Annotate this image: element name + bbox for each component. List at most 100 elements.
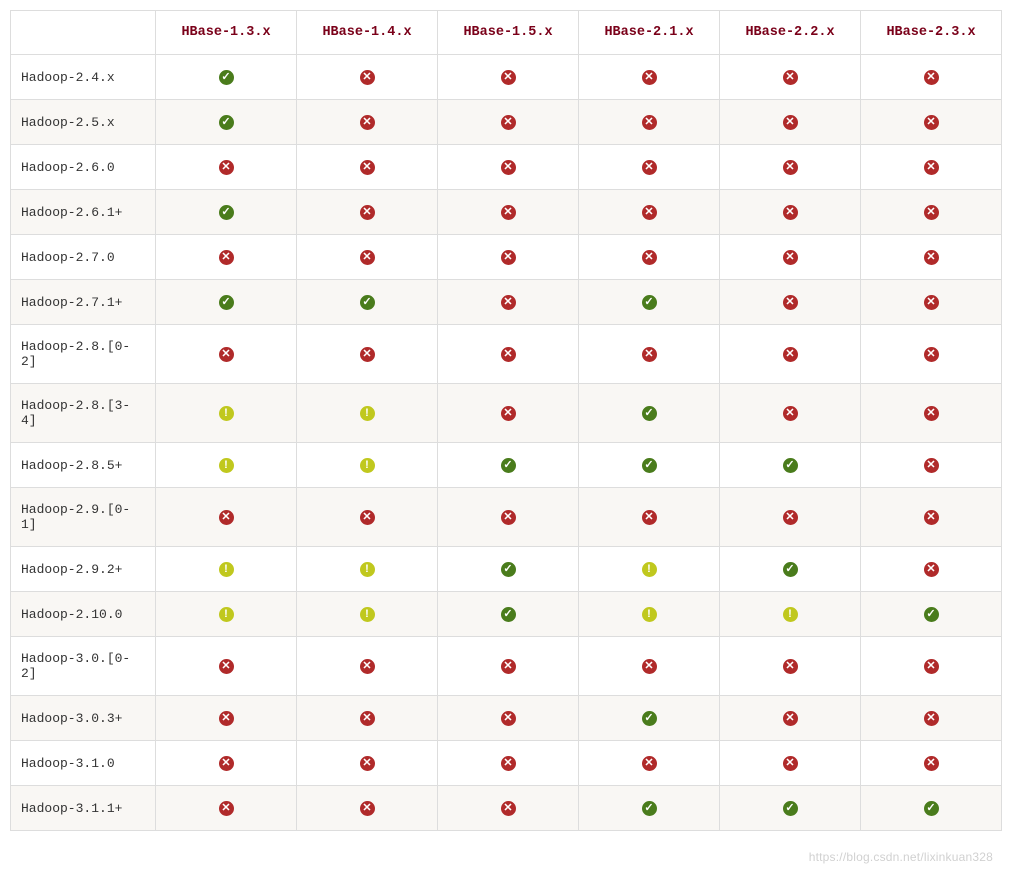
cross-icon: ✕ [501,115,516,130]
cross-icon: ✕ [924,70,939,85]
matrix-cell: ✕ [861,488,1002,547]
matrix-cell: ✕ [861,145,1002,190]
row-label: Hadoop-2.6.0 [11,145,156,190]
table-row: Hadoop-2.10.0!!✓!!✓ [11,592,1002,637]
matrix-cell: ! [156,443,297,488]
cross-icon: ✕ [783,205,798,220]
matrix-cell: ✕ [438,55,579,100]
table-row: Hadoop-3.1.1+✕✕✕✓✓✓ [11,786,1002,831]
cross-icon: ✕ [642,205,657,220]
matrix-cell: ✓ [156,280,297,325]
matrix-cell: ✕ [861,280,1002,325]
column-header: HBase-1.4.x [297,11,438,55]
cross-icon: ✕ [501,250,516,265]
matrix-cell: ✕ [720,637,861,696]
column-header: HBase-1.5.x [438,11,579,55]
matrix-cell: ✕ [720,100,861,145]
cross-icon: ✕ [924,562,939,577]
warning-icon: ! [360,607,375,622]
matrix-cell: ✕ [720,55,861,100]
cross-icon: ✕ [219,756,234,771]
cross-icon: ✕ [360,70,375,85]
matrix-cell: ! [720,592,861,637]
matrix-cell: ✓ [156,190,297,235]
matrix-cell: ✕ [861,637,1002,696]
row-label: Hadoop-2.7.0 [11,235,156,280]
cross-icon: ✕ [642,70,657,85]
warning-icon: ! [360,406,375,421]
table-body: Hadoop-2.4.x✓✕✕✕✕✕Hadoop-2.5.x✓✕✕✕✕✕Hado… [11,55,1002,831]
matrix-cell: ✕ [720,190,861,235]
table-row: Hadoop-3.0.[0-2]✕✕✕✕✕✕ [11,637,1002,696]
cross-icon: ✕ [924,458,939,473]
cross-icon: ✕ [501,160,516,175]
cross-icon: ✕ [924,250,939,265]
cross-icon: ✕ [219,160,234,175]
matrix-cell: ✕ [156,145,297,190]
table-row: Hadoop-2.6.1+✓✕✕✕✕✕ [11,190,1002,235]
cross-icon: ✕ [501,295,516,310]
table-row: Hadoop-2.7.0✕✕✕✕✕✕ [11,235,1002,280]
matrix-cell: ✕ [720,741,861,786]
matrix-cell: ✕ [861,443,1002,488]
check-icon: ✓ [501,458,516,473]
row-label: Hadoop-3.0.3+ [11,696,156,741]
column-header: HBase-2.3.x [861,11,1002,55]
matrix-cell: ✕ [297,145,438,190]
matrix-cell: ✓ [579,280,720,325]
cross-icon: ✕ [501,406,516,421]
check-icon: ✓ [783,458,798,473]
table-row: Hadoop-2.9.2+!!✓!✓✕ [11,547,1002,592]
matrix-cell: ✕ [861,384,1002,443]
matrix-cell: ✕ [861,547,1002,592]
compatibility-matrix: HBase-1.3.x HBase-1.4.x HBase-1.5.x HBas… [10,10,1002,831]
cross-icon: ✕ [219,510,234,525]
matrix-cell: ✕ [579,190,720,235]
cross-icon: ✕ [501,659,516,674]
cross-icon: ✕ [924,756,939,771]
cross-icon: ✕ [642,115,657,130]
matrix-cell: ✕ [438,786,579,831]
matrix-cell: ✕ [438,145,579,190]
row-label: Hadoop-3.1.1+ [11,786,156,831]
matrix-cell: ✕ [438,696,579,741]
matrix-cell: ✕ [156,741,297,786]
matrix-cell: ✕ [861,696,1002,741]
matrix-cell: ✕ [579,741,720,786]
matrix-cell: ✓ [579,443,720,488]
cross-icon: ✕ [783,659,798,674]
matrix-cell: ✓ [720,547,861,592]
matrix-cell: ✓ [861,786,1002,831]
matrix-cell: ✕ [861,190,1002,235]
matrix-cell: ✓ [579,384,720,443]
warning-icon: ! [783,607,798,622]
matrix-cell: ✕ [156,696,297,741]
cross-icon: ✕ [783,115,798,130]
cross-icon: ✕ [783,406,798,421]
matrix-cell: ✓ [438,592,579,637]
matrix-cell: ✕ [297,100,438,145]
table-row: Hadoop-2.7.1+✓✓✕✓✕✕ [11,280,1002,325]
column-header: HBase-2.2.x [720,11,861,55]
matrix-cell: ✕ [720,384,861,443]
watermark-text: https://blog.csdn.net/lixinkuan328 [809,850,993,864]
matrix-cell: ✕ [438,384,579,443]
warning-icon: ! [219,607,234,622]
cross-icon: ✕ [501,510,516,525]
matrix-cell: ✕ [579,235,720,280]
matrix-cell: ✕ [297,696,438,741]
matrix-cell: ✕ [579,100,720,145]
row-label: Hadoop-2.6.1+ [11,190,156,235]
matrix-cell: ✕ [579,325,720,384]
check-icon: ✓ [924,801,939,816]
warning-icon: ! [642,562,657,577]
cross-icon: ✕ [219,711,234,726]
table-row: Hadoop-3.0.3+✕✕✕✓✕✕ [11,696,1002,741]
check-icon: ✓ [501,562,516,577]
cross-icon: ✕ [642,250,657,265]
column-header: HBase-1.3.x [156,11,297,55]
cross-icon: ✕ [783,711,798,726]
matrix-cell: ✓ [156,55,297,100]
check-icon: ✓ [783,562,798,577]
matrix-cell: ✕ [720,145,861,190]
